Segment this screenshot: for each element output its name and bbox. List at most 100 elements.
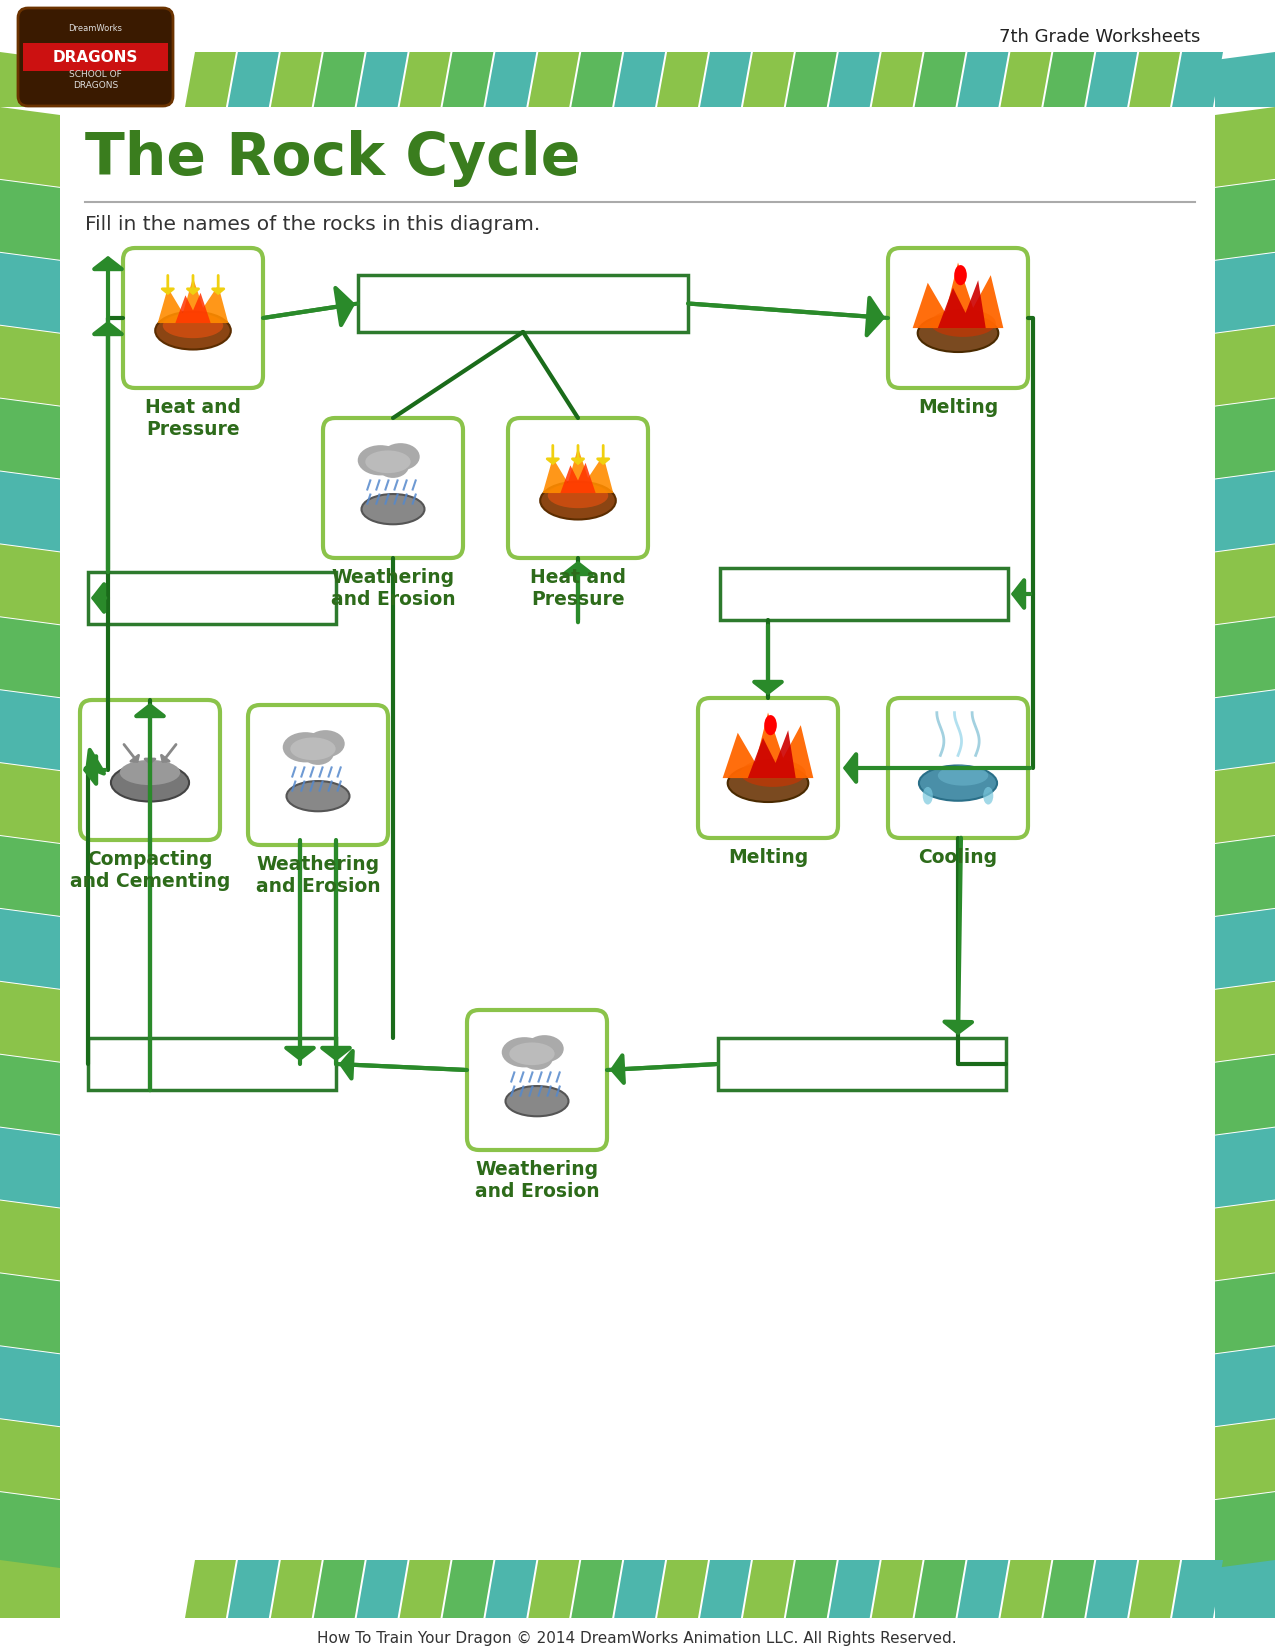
Ellipse shape — [509, 1042, 555, 1065]
Text: How To Train Your Dragon © 2014 DreamWorks Animation LLC. All Rights Reserved.: How To Train Your Dragon © 2014 DreamWor… — [317, 1631, 956, 1646]
Ellipse shape — [287, 781, 349, 811]
Polygon shape — [700, 1560, 751, 1618]
Polygon shape — [357, 51, 408, 107]
Polygon shape — [0, 325, 60, 406]
Polygon shape — [0, 1420, 60, 1499]
Polygon shape — [1215, 253, 1275, 334]
Polygon shape — [1215, 1560, 1275, 1618]
Ellipse shape — [983, 788, 993, 804]
Ellipse shape — [918, 314, 998, 352]
Text: and Cementing: and Cementing — [70, 872, 231, 892]
Polygon shape — [0, 617, 60, 697]
Polygon shape — [723, 713, 813, 778]
Polygon shape — [185, 51, 236, 107]
Polygon shape — [486, 51, 537, 107]
Polygon shape — [0, 982, 60, 1062]
Ellipse shape — [306, 730, 344, 758]
Polygon shape — [228, 1560, 279, 1618]
Ellipse shape — [381, 442, 419, 471]
Ellipse shape — [931, 309, 996, 337]
Polygon shape — [1001, 51, 1052, 107]
Polygon shape — [829, 1560, 880, 1618]
Polygon shape — [913, 263, 1003, 329]
Polygon shape — [1215, 617, 1275, 697]
Polygon shape — [1215, 1055, 1275, 1134]
Text: Heat and: Heat and — [145, 398, 241, 418]
Polygon shape — [1215, 910, 1275, 989]
Text: DreamWorks: DreamWorks — [69, 23, 122, 33]
Ellipse shape — [728, 764, 808, 802]
Polygon shape — [0, 1055, 60, 1134]
Polygon shape — [399, 1560, 450, 1618]
Polygon shape — [1086, 1560, 1137, 1618]
Ellipse shape — [283, 731, 328, 763]
Polygon shape — [1215, 325, 1275, 406]
Ellipse shape — [938, 766, 988, 786]
Polygon shape — [657, 51, 708, 107]
Polygon shape — [442, 1560, 493, 1618]
Polygon shape — [1215, 835, 1275, 916]
Polygon shape — [228, 51, 279, 107]
Polygon shape — [0, 180, 60, 259]
Polygon shape — [0, 1273, 60, 1354]
Polygon shape — [0, 545, 60, 624]
Polygon shape — [1215, 1346, 1275, 1426]
Polygon shape — [1130, 1560, 1181, 1618]
Polygon shape — [1215, 1200, 1275, 1281]
Polygon shape — [785, 51, 836, 107]
Text: 7th Grade Worksheets: 7th Grade Worksheets — [998, 28, 1200, 46]
Text: Cooling: Cooling — [918, 849, 997, 867]
Ellipse shape — [741, 759, 806, 788]
Polygon shape — [1215, 690, 1275, 769]
Polygon shape — [743, 1560, 794, 1618]
Polygon shape — [1172, 51, 1223, 107]
Polygon shape — [958, 1560, 1009, 1618]
Text: The Rock Cycle: The Rock Cycle — [85, 130, 580, 187]
Text: Heat and: Heat and — [530, 568, 626, 588]
Polygon shape — [1215, 107, 1275, 187]
Text: and Erosion: and Erosion — [474, 1182, 599, 1200]
Text: SCHOOL OF
DRAGONS: SCHOOL OF DRAGONS — [69, 69, 122, 91]
Bar — [88, 571, 337, 624]
Polygon shape — [829, 51, 880, 107]
Text: Weathering: Weathering — [332, 568, 455, 588]
Ellipse shape — [302, 740, 334, 764]
FancyBboxPatch shape — [80, 700, 221, 840]
Ellipse shape — [919, 766, 997, 801]
FancyBboxPatch shape — [18, 8, 173, 106]
Polygon shape — [528, 1560, 579, 1618]
Text: Fill in the names of the rocks in this diagram.: Fill in the names of the rocks in this d… — [85, 215, 541, 234]
Polygon shape — [872, 1560, 923, 1618]
Polygon shape — [1215, 180, 1275, 259]
Bar — [720, 568, 1009, 621]
Polygon shape — [1215, 1493, 1275, 1572]
Text: DRAGONS: DRAGONS — [52, 50, 138, 64]
Polygon shape — [938, 281, 986, 329]
Polygon shape — [158, 277, 228, 324]
FancyBboxPatch shape — [467, 1010, 607, 1151]
Polygon shape — [914, 1560, 965, 1618]
Polygon shape — [176, 292, 210, 324]
Ellipse shape — [923, 788, 933, 804]
Polygon shape — [0, 763, 60, 844]
FancyBboxPatch shape — [697, 698, 838, 839]
Text: and Erosion: and Erosion — [330, 589, 455, 609]
Polygon shape — [0, 910, 60, 989]
Text: Pressure: Pressure — [532, 589, 625, 609]
Ellipse shape — [362, 494, 425, 525]
Bar — [23, 43, 168, 71]
Ellipse shape — [111, 764, 189, 801]
Bar — [88, 1038, 337, 1090]
FancyBboxPatch shape — [122, 248, 263, 388]
Bar — [718, 1038, 1006, 1090]
Polygon shape — [1172, 1560, 1223, 1618]
Polygon shape — [700, 51, 751, 107]
FancyBboxPatch shape — [323, 418, 463, 558]
Polygon shape — [743, 51, 794, 107]
Polygon shape — [314, 1560, 365, 1618]
FancyBboxPatch shape — [887, 698, 1028, 839]
Polygon shape — [357, 1560, 408, 1618]
Polygon shape — [1215, 398, 1275, 479]
Ellipse shape — [365, 451, 411, 474]
Polygon shape — [185, 1560, 236, 1618]
